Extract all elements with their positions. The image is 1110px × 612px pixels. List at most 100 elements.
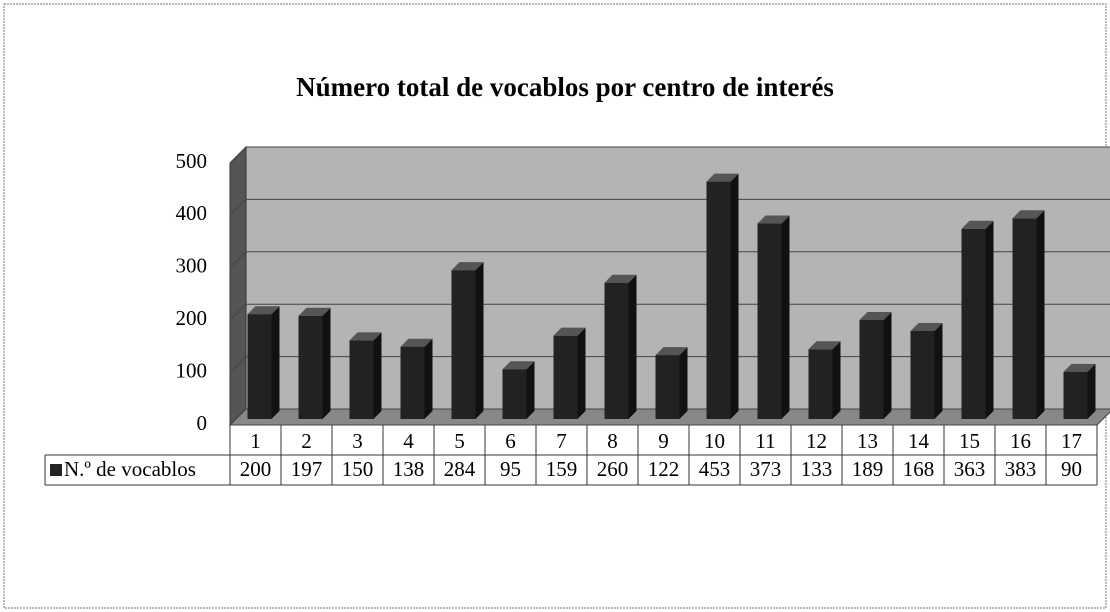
bar-side [271,306,280,419]
x-tick-label: 10 [704,429,725,453]
bar [502,369,527,419]
y-tick-label: 200 [176,306,208,330]
bar-side [526,361,535,419]
x-tick-label: 16 [1010,429,1031,453]
bar-side [577,327,586,419]
x-tick-label: 17 [1061,429,1082,453]
y-tick-label: 300 [176,254,208,278]
table-value: 284 [444,457,476,481]
bar [298,315,323,419]
x-tick-label: 2 [301,429,312,453]
bar-side [1087,363,1096,419]
grid-line [229,251,1110,269]
bar-side [322,307,331,419]
bar-top [706,173,739,182]
bar [1012,218,1037,419]
x-tick-label: 11 [755,429,775,453]
bar-side [883,311,892,419]
bar [757,223,782,419]
x-tick-label: 12 [806,429,827,453]
bar-top [502,361,535,370]
table-value: 122 [648,457,680,481]
y-tick-label: 400 [176,201,208,225]
x-tick-label: 3 [352,429,363,453]
bar-side [781,215,790,419]
table-value: 189 [852,457,884,481]
legend-key [50,464,62,476]
x-tick-label: 4 [403,429,414,453]
bar-top [298,307,331,316]
x-tick-label: 5 [454,429,465,453]
bar-side [679,347,688,419]
bar [451,270,476,419]
table-value: 95 [500,457,521,481]
bar-side [832,341,841,419]
bar-top [655,347,688,356]
bar [247,314,272,419]
chart-title: Número total de vocablos por centro de i… [296,72,834,102]
bar-top [808,341,841,350]
x-tick-label: 8 [607,429,618,453]
bar [400,346,425,419]
table-value: 200 [240,457,272,481]
bar-side [730,173,739,419]
legend-label: N.º de vocablos [64,457,196,481]
table-value: 133 [801,457,833,481]
x-tick-label: 6 [505,429,516,453]
bar-top [604,274,637,283]
x-tick-label: 15 [959,429,980,453]
table-value: 363 [954,457,986,481]
bar-top [349,332,382,341]
bar-side [424,338,433,419]
x-tick-label: 1 [250,429,261,453]
x-tick-label: 9 [658,429,669,453]
grid-line [229,303,1110,321]
bar-side [628,274,637,419]
y-tick-label: 0 [197,411,208,435]
bar-top [247,306,280,315]
x-tick-label: 7 [556,429,567,453]
bar [961,228,986,419]
bar-top [910,322,943,331]
bar [655,355,680,419]
bar-side [985,220,994,419]
bar-top [1063,363,1096,372]
bar-top [757,215,790,224]
bar [808,349,833,419]
x-tick-label: 14 [908,429,930,453]
bar-side [1036,210,1045,419]
bar [349,340,374,419]
side-wall [229,145,247,427]
bar-top [553,327,586,336]
x-tick-label: 13 [857,429,878,453]
bar-top [400,338,433,347]
bar [706,181,731,419]
bar-top [1012,210,1045,219]
grid-line [229,198,1110,216]
bar-side [373,332,382,419]
bar [604,282,629,419]
table-value: 168 [903,457,935,481]
table-value: 197 [291,457,323,481]
table-value: 159 [546,457,578,481]
table-value: 453 [699,457,731,481]
bar [859,319,884,419]
table-value: 260 [597,457,629,481]
grid-line [229,146,1110,164]
y-tick-label: 100 [176,358,208,382]
bar-top [961,220,994,229]
bar [910,330,935,419]
table-value: 138 [393,457,425,481]
table-value: 383 [1005,457,1037,481]
bar [1063,371,1088,419]
table-value: 150 [342,457,374,481]
table-value: 90 [1061,457,1082,481]
bar-side [475,262,484,419]
bar-top [451,262,484,271]
bar-side [934,322,943,419]
bar-top [859,311,892,320]
bar [553,335,578,419]
table-value: 373 [750,457,782,481]
y-tick-label: 500 [176,149,208,173]
